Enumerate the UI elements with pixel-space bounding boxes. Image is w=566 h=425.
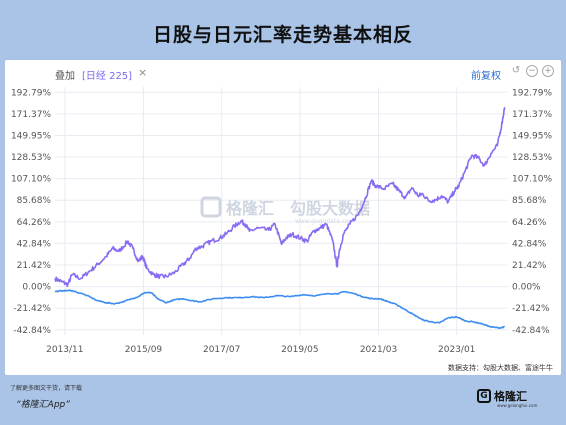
y-tick-label-left: 128.53%	[11, 153, 51, 163]
y-tick-label-right: 0.00%	[512, 283, 541, 293]
footer-download-hint: 了解更多图文干货，请下载	[10, 385, 83, 392]
grid-lines	[55, 87, 508, 335]
line-chart: 格隆汇 勾股大数据 www.gugudata.com 192.79% 171.37…	[11, 87, 552, 355]
series-lines	[54, 107, 506, 330]
y-tick-label-right: 107.10%	[512, 175, 552, 185]
y-tick-label-left: 192.79%	[11, 88, 51, 98]
adjust-price-button[interactable]: 前复权	[471, 71, 501, 82]
y-tick-label-right: 64.26%	[512, 218, 547, 228]
y-tick-label-right: 192.79%	[512, 88, 552, 98]
reset-icon[interactable]: ↺	[511, 65, 521, 76]
y-tick-label-right: 128.53%	[512, 153, 552, 163]
y-tick-label-right: -21.42%	[512, 304, 550, 314]
y-tick-label-left: 107.10%	[11, 175, 51, 185]
watermark-brand: 格隆汇	[226, 199, 274, 218]
x-tick-label: 2015/09	[125, 345, 163, 355]
chart-title: 日股与日元汇率走势基本相反	[152, 24, 413, 46]
chart-toolbar: 叠加 [日经 225] × 前复权 ↺ − +	[5, 60, 561, 82]
y-tick-label-left: -42.84%	[13, 326, 51, 336]
y-tick-label-left: 0.00%	[22, 283, 51, 293]
y-tick-label-left: 171.37%	[11, 110, 51, 120]
y-axis-right: 192.79% 171.37% 149.95% 128.53% 107.10% 85.68…	[512, 88, 552, 336]
y-tick-label-right: 21.42%	[512, 261, 547, 271]
x-tick-label: 2017/07	[203, 345, 240, 355]
logo-site: www.gelonghui.com	[497, 403, 538, 408]
logo-text: 格隆汇	[494, 390, 527, 403]
watermark: 格隆汇 勾股大数据 www.gugudata.com	[200, 196, 370, 225]
nikkei-series-line	[54, 107, 506, 288]
watermark-site: www.gugudata.com	[295, 218, 355, 225]
x-tick-label: 2021/03	[360, 345, 397, 355]
y-tick-label-right: 171.37%	[512, 110, 552, 120]
overlay-series-tag[interactable]: [日经 225]	[82, 71, 133, 82]
watermark-logo-icon	[200, 196, 222, 218]
x-tick-label: 2019/05	[281, 345, 318, 355]
y-tick-label-left: 149.95%	[11, 131, 51, 141]
logo-icon: G	[477, 389, 491, 403]
y-tick-label-right: 85.68%	[512, 196, 547, 206]
x-axis: 2013/11 2015/09 2017/07 2019/05 2021/03 2023/…	[46, 345, 475, 355]
y-tick-label-left: 42.84%	[17, 239, 52, 249]
y-tick-label-right: 149.95%	[512, 131, 552, 141]
brand-logo: G 格隆汇	[477, 386, 527, 406]
footer-app-name: “格隆汇App”	[16, 400, 70, 410]
y-axis-left: 192.79% 171.37% 149.95% 128.53% 107.10% 85.68…	[11, 88, 51, 336]
y-tick-label-left: 85.68%	[17, 196, 52, 206]
y-tick-label-right: 42.84%	[512, 239, 547, 249]
chart-card: 叠加 [日经 225] × 前复权 ↺ − + 格隆汇 勾股大数据 www.gu…	[5, 60, 561, 375]
watermark-brand2: 勾股大数据	[290, 199, 370, 218]
y-tick-label-left: 21.42%	[17, 261, 52, 271]
x-tick-label: 2023/01	[438, 345, 475, 355]
data-source: 数据支持：勾股大数据、富途牛牛	[448, 364, 553, 372]
remove-overlay-button[interactable]: ×	[138, 66, 148, 79]
y-tick-label-left: -21.42%	[13, 304, 51, 314]
y-tick-label-right: -42.84%	[512, 326, 550, 336]
x-tick-label: 2013/11	[46, 345, 83, 355]
y-tick-label-left: 64.26%	[17, 218, 52, 228]
zoom-in-icon[interactable]: +	[542, 65, 554, 77]
zoom-out-icon[interactable]: −	[526, 65, 538, 77]
overlay-label: 叠加	[55, 71, 75, 82]
yen-series-line	[54, 289, 506, 330]
